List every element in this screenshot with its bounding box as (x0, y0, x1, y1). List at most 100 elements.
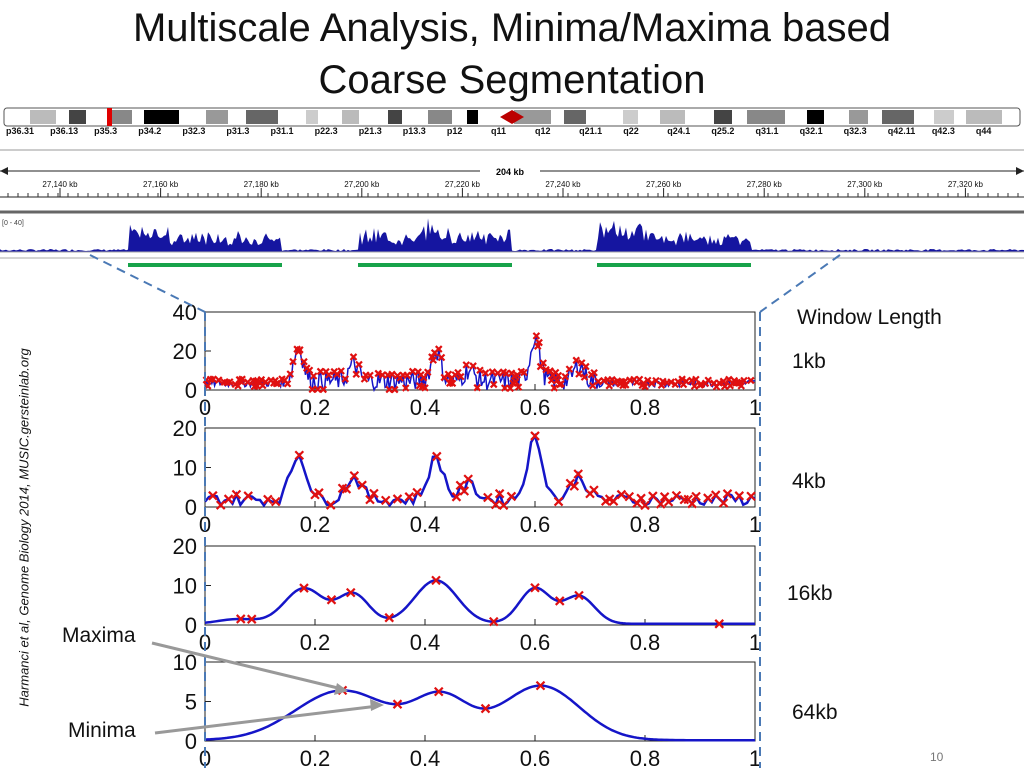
maxima-marker (433, 686, 444, 697)
band-label: p12 (447, 126, 463, 136)
minima-marker (553, 496, 564, 507)
maxima-marker (403, 371, 411, 380)
band-label: q44 (976, 126, 992, 136)
maxima-marker (574, 590, 584, 601)
minima-arrow (154, 704, 379, 735)
maxima-marker (535, 338, 543, 347)
ideogram-band (714, 110, 732, 124)
coordinate-ruler: 27,140 kb 27,160 kb 27,180 kb 27,200 kb 27,2… (0, 180, 1024, 198)
maxima-marker (263, 494, 273, 505)
band-label: p34.2 (138, 126, 161, 136)
maxima-marker (286, 370, 295, 378)
maxima-marker (357, 480, 367, 490)
zoom-guide-left (89, 254, 206, 313)
coord-label: 27,260 kb (646, 180, 682, 189)
maxima-marker (238, 375, 246, 383)
band-label: q42.11 (888, 126, 916, 136)
maxima-marker (532, 332, 541, 340)
maxima-marker (423, 368, 432, 376)
ideogram-band (359, 110, 388, 124)
x-tick-label: 0.4 (410, 512, 441, 537)
maxima-marker (444, 370, 453, 379)
band-label: p13.3 (403, 126, 426, 136)
maxima-marker (299, 583, 309, 593)
coord-label: 27,320 kb (948, 180, 984, 189)
maxima-marker (530, 431, 540, 441)
y-tick-label: 0 (185, 378, 197, 403)
x-tick-label: 1 (749, 746, 761, 768)
minima-marker (319, 385, 328, 394)
maxima-marker (667, 378, 675, 386)
minima-marker (480, 703, 491, 714)
coverage-signal (0, 218, 1024, 252)
minima-marker (325, 500, 336, 510)
minima-marker (687, 498, 697, 509)
maxima-marker (740, 376, 748, 385)
maxima-marker (682, 377, 691, 386)
maxima-marker (434, 345, 443, 353)
x-tick-label: 1 (749, 395, 761, 420)
maxima-marker (469, 362, 477, 370)
maxima-marker (506, 491, 517, 502)
coverage-track (0, 218, 1024, 252)
ideogram-band (685, 110, 714, 124)
chromosome-ideogram (3, 107, 1021, 127)
maxima-marker (535, 680, 546, 691)
page-number: 10 (930, 750, 944, 764)
span-label: 204 kb (496, 167, 525, 177)
maxima-marker (652, 376, 660, 385)
title-line-1: Multiscale Analysis, Minima/Maxima based (132, 6, 892, 50)
band-label: p36.13 (50, 126, 78, 136)
band-label: p22.3 (315, 126, 338, 136)
minima-marker (448, 379, 457, 388)
y-tick-label: 40 (173, 300, 197, 325)
minima-marker (490, 499, 501, 510)
maxima-marker (582, 362, 590, 371)
maxima-marker (565, 365, 574, 373)
x-tick-label: 0.6 (520, 630, 551, 655)
maxima-marker (223, 494, 234, 504)
maxima-marker (294, 450, 305, 461)
maxima-marker (557, 380, 565, 388)
minima-label: Minima (68, 719, 136, 742)
ideogram-band (807, 110, 824, 124)
maxima-marker (380, 495, 391, 506)
maxima-marker (624, 491, 635, 502)
ideogram-band (246, 110, 278, 124)
signal-line (204, 432, 756, 508)
minima-marker (341, 484, 352, 494)
minima-marker (365, 494, 375, 505)
maxima-marker (483, 492, 493, 503)
coord-label: 27,300 kb (847, 180, 883, 189)
coord-label: 27,140 kb (42, 180, 78, 189)
ideogram-band (747, 110, 785, 124)
track-range-label: [0 - 40] (2, 220, 24, 227)
y-tick-label: 0 (185, 495, 197, 520)
minima-marker (514, 383, 523, 391)
coord-label: 27,240 kb (545, 180, 581, 189)
x-tick-label: 0.2 (300, 630, 331, 655)
minima-marker (511, 378, 520, 386)
ideogram-band (660, 110, 685, 124)
maxima-marker (270, 496, 281, 507)
maxima-marker (296, 346, 304, 354)
plot-16kb: 0102000.20.40.60.81 (173, 534, 762, 655)
x-tick-label: 1 (749, 512, 761, 537)
maxima-marker (494, 369, 502, 377)
maxima-marker (746, 491, 756, 502)
maxima-marker (691, 491, 701, 502)
zoom-guide-right (759, 254, 841, 313)
ideogram-band (478, 110, 514, 124)
title-line-2: Coarse Segmentation (318, 58, 706, 102)
minima-marker (506, 384, 515, 393)
maxima-marker (231, 489, 242, 500)
ideogram-band (56, 110, 69, 124)
maxima-marker (573, 469, 583, 479)
maxima-marker (225, 378, 234, 386)
coord-label: 27,280 kb (747, 180, 783, 189)
ideogram-band (342, 110, 359, 124)
y-tick-label: 20 (173, 339, 197, 364)
maxima-marker (309, 372, 318, 380)
